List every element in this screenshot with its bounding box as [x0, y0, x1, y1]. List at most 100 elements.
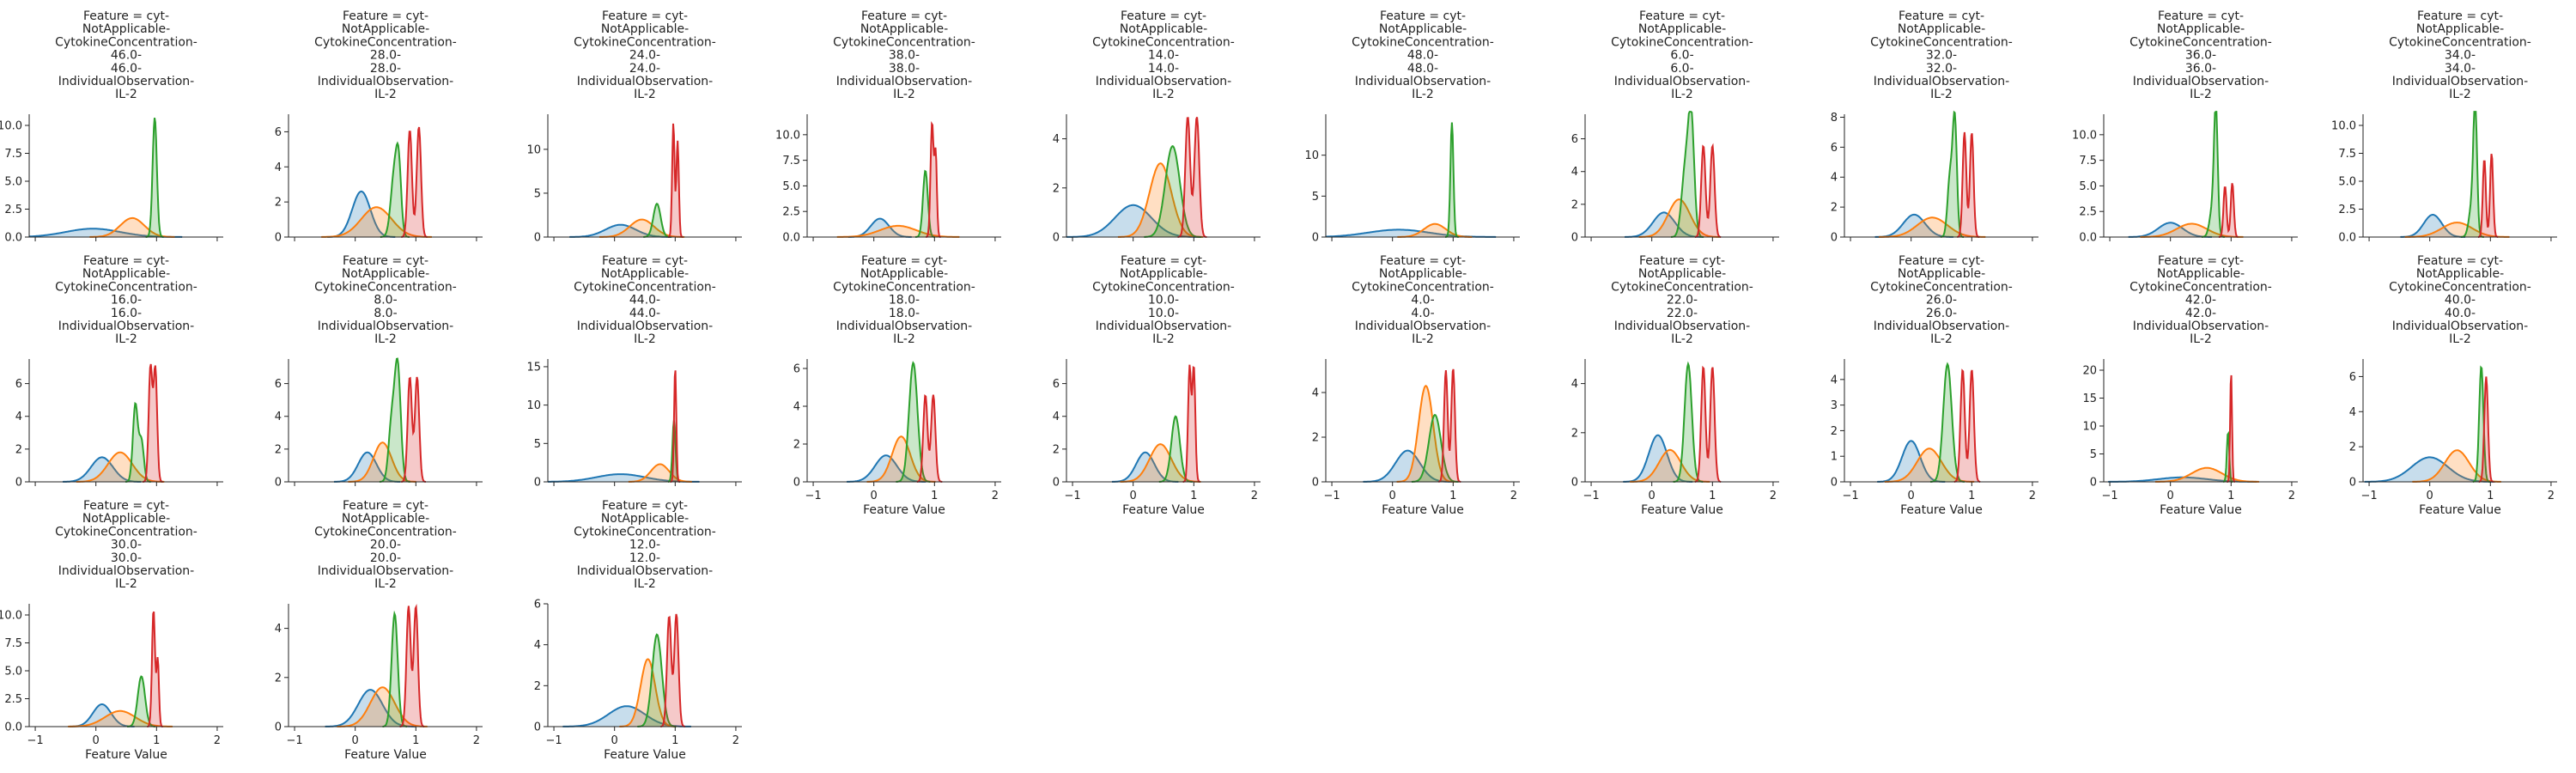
facet-title-line: 40.0-	[2445, 307, 2476, 320]
kde-fill	[1144, 146, 1202, 237]
facet-title-line: 10.0-	[1148, 294, 1179, 307]
y-tick-label: 0	[534, 721, 541, 734]
facet-title-line: Feature = cyt-	[2417, 254, 2503, 268]
kde-line	[1363, 449, 1453, 483]
kde-fill	[1877, 441, 1946, 482]
facet-title-line: IL-2	[115, 332, 137, 346]
facet-title-line: IndividualObservation-	[318, 320, 453, 333]
facet-title-line: CytokineConcentration-	[314, 280, 457, 294]
facet-title-line: 26.0-	[1926, 307, 1957, 320]
facet-title-line: CytokineConcentration-	[1352, 35, 1494, 49]
y-tick-label: 4	[2349, 406, 2356, 419]
x-tick-label: 2	[1251, 490, 1258, 502]
facet-title-line: IL-2	[1930, 88, 1953, 101]
facet-title-line: IL-2	[374, 332, 397, 346]
x-tick-label: 2	[2288, 490, 2295, 502]
facet-title: Feature = cyt-NotApplicable-CytokineConc…	[833, 254, 975, 346]
kde-line	[1623, 434, 1693, 483]
facet-title: Feature = cyt-NotApplicable-CytokineConc…	[55, 254, 197, 346]
facet-title-line: 38.0-	[889, 62, 920, 76]
facet-panel: Feature = cyt-NotApplicable-CytokineConc…	[0, 9, 223, 245]
y-tick-label: 0	[1312, 477, 1319, 490]
facet-title-line: 28.0-	[370, 49, 401, 63]
facet-title-line: NotApplicable-	[1120, 22, 1207, 36]
kde-fill	[1120, 444, 1201, 482]
x-tick-label: −1	[2360, 490, 2377, 502]
x-tick-label: 2	[732, 734, 739, 747]
kde-line	[321, 206, 433, 238]
kde-line	[2477, 154, 2499, 238]
facet-title-line: NotApplicable-	[860, 22, 948, 36]
facet-panel: Feature = cyt-NotApplicable-CytokineConc…	[526, 9, 742, 245]
kde-line	[325, 689, 416, 727]
y-tick-label: 10	[526, 143, 541, 156]
facet-title-line: NotApplicable-	[2416, 267, 2504, 281]
facet-title: Feature = cyt-NotApplicable-CytokineConc…	[1352, 9, 1494, 101]
facet-title-line: 40.0-	[2445, 294, 2476, 307]
kde-fill	[660, 613, 685, 727]
facet-panel: Feature = cyt-NotApplicable-CytokineConc…	[1053, 9, 1261, 245]
y-tick-label: 4	[275, 623, 282, 636]
facet-panel: Feature = cyt-NotApplicable-CytokineConc…	[534, 499, 742, 762]
x-axis-label: Feature Value	[1122, 503, 1205, 517]
kde-line	[2478, 376, 2494, 483]
facet-title-line: 22.0-	[1667, 307, 1698, 320]
facet-title-line: NotApplicable-	[342, 512, 429, 526]
x-tick-label: −1	[286, 734, 302, 747]
x-tick-label: 2	[214, 734, 221, 747]
facet-title-line: Feature = cyt-	[2417, 9, 2503, 23]
facet-title-line: Feature = cyt-	[343, 9, 428, 23]
kde-fill	[401, 377, 426, 482]
kde-fill	[1623, 435, 1693, 482]
facet-title-line: IL-2	[2190, 88, 2212, 101]
y-tick-label: 5.0	[782, 180, 800, 193]
facet-title-line: IL-2	[634, 577, 656, 591]
kde-fill	[1884, 448, 1975, 482]
facet-title-line: 42.0-	[2185, 307, 2216, 320]
x-tick-label: −1	[27, 734, 43, 747]
kde-fill	[63, 457, 142, 482]
facet-title-line: IndividualObservation-	[1874, 320, 2009, 333]
facet-title: Feature = cyt-NotApplicable-CytokineConc…	[1611, 9, 1753, 101]
facet-title: Feature = cyt-NotApplicable-CytokineConc…	[833, 9, 975, 101]
facet-title-line: NotApplicable-	[342, 267, 429, 281]
facet-title-line: NotApplicable-	[1638, 22, 1726, 36]
kde-line	[142, 363, 163, 483]
kde-line	[333, 451, 401, 483]
facet-title: Feature = cyt-NotApplicable-CytokineConc…	[2389, 254, 2531, 346]
kde-line	[1182, 364, 1200, 483]
facet-title-line: IL-2	[634, 332, 656, 346]
facet-panel: Feature = cyt-NotApplicable-CytokineConc…	[275, 9, 483, 245]
facet-panel: Feature = cyt-NotApplicable-CytokineConc…	[2082, 254, 2298, 517]
y-tick-label: 10	[1304, 149, 1319, 162]
facet-title-line: Feature = cyt-	[1380, 254, 1466, 268]
kde-line	[401, 376, 427, 483]
y-tick-label: 4	[534, 639, 541, 652]
facet-title-line: NotApplicable-	[601, 267, 689, 281]
y-tick-label: 0	[275, 232, 282, 245]
y-tick-label: 4	[793, 401, 800, 414]
kde-line	[2404, 222, 2510, 238]
kde-fill	[569, 224, 672, 237]
facet-title-line: 36.0-	[2185, 62, 2216, 76]
kde-fill	[1625, 212, 1704, 237]
kde-fill	[1066, 204, 1200, 237]
y-tick-label: 20	[2082, 365, 2097, 378]
facet-panel: Feature = cyt-NotApplicable-CytokineConc…	[1053, 254, 1261, 517]
x-tick-label: 0	[93, 734, 100, 747]
facet-title-line: IndividualObservation-	[318, 75, 453, 88]
y-tick-label: 0.0	[4, 232, 22, 245]
facet-title-line: 22.0-	[1667, 294, 1698, 307]
kde-fill	[1930, 364, 1965, 482]
y-tick-label: 2.5	[4, 693, 22, 706]
facet-title-line: Feature = cyt-	[1639, 9, 1725, 23]
y-tick-label: 2	[534, 680, 541, 693]
facet-title: Feature = cyt-NotApplicable-CytokineConc…	[1611, 254, 1753, 346]
kde-line	[337, 686, 428, 727]
x-tick-label: 1	[153, 734, 160, 747]
y-tick-label: 0	[534, 477, 541, 490]
facet-title: Feature = cyt-NotApplicable-CytokineConc…	[2129, 9, 2272, 101]
kde-line	[1144, 145, 1202, 238]
facet-title-line: IndividualObservation-	[1874, 75, 2009, 88]
kde-line	[76, 451, 165, 483]
